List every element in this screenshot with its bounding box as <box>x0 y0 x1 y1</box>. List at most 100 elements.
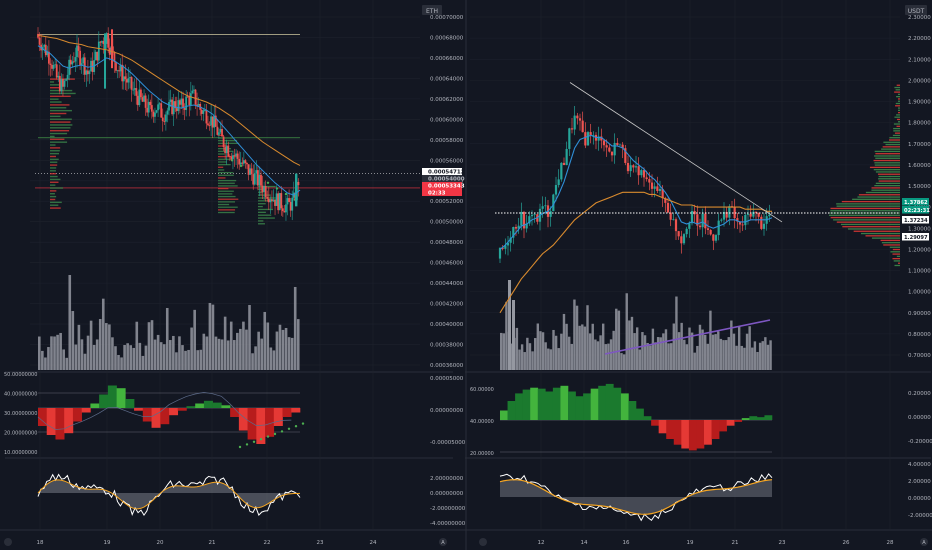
left-price-tag: 02:33 <box>422 189 462 197</box>
volume-bar <box>656 337 660 370</box>
profile-bar <box>896 255 900 258</box>
profile-bar <box>830 207 900 210</box>
candle-body <box>664 198 667 203</box>
profile-bar <box>50 161 58 163</box>
profile-bar <box>218 169 225 171</box>
left-osc1-left-tick: 40.00000000 <box>4 392 37 398</box>
profile-bar <box>50 141 68 143</box>
profile-bar <box>898 98 900 100</box>
price-tag-bg <box>902 216 929 224</box>
volume-bar <box>541 332 545 370</box>
candle-body <box>111 29 113 69</box>
profile-bar <box>258 185 276 188</box>
volume-bar <box>683 339 686 370</box>
divergence-dot <box>273 432 277 436</box>
volume-bar <box>659 337 662 370</box>
volume-bar <box>520 344 524 370</box>
histogram-bar <box>545 391 554 420</box>
left-price-tick: 0.00056000 <box>430 158 464 164</box>
right-osc2-tick: -2.00000 <box>908 513 932 519</box>
profile-bar <box>50 84 61 86</box>
candle-body <box>560 162 563 180</box>
candle-body <box>172 101 175 115</box>
right-price-tick: 2.20000 <box>908 36 931 42</box>
volume-bar <box>38 336 41 370</box>
divergence-dot <box>280 430 284 433</box>
right-auto-scale-button[interactable]: A <box>920 538 928 546</box>
candle-body <box>216 126 219 135</box>
left-chart-pane[interactable] <box>35 27 420 517</box>
profile-bar <box>218 182 235 184</box>
right-osc1-right-tick: 0.20000 <box>908 391 931 397</box>
profile-bar <box>50 147 61 149</box>
right-quote-badge[interactable]: USDT <box>905 5 927 15</box>
candle-body <box>525 223 528 229</box>
candle-body <box>82 57 85 64</box>
profile-bar <box>881 148 900 150</box>
histogram-bar <box>238 408 248 431</box>
profile-bar <box>865 191 900 194</box>
candle-body <box>554 185 558 195</box>
profile-bar <box>50 184 56 186</box>
volume-bar <box>547 348 550 370</box>
candle-body <box>589 132 592 136</box>
histogram-bar <box>38 408 48 426</box>
candle-body <box>672 219 675 221</box>
candle-body <box>179 100 181 105</box>
volume-bar <box>549 349 553 370</box>
trend-dot <box>275 187 279 190</box>
profile-bar <box>898 109 900 111</box>
candle-body <box>263 186 266 192</box>
volume-bar <box>92 344 96 370</box>
right-moving-averages <box>495 82 900 314</box>
candle-body <box>541 206 544 209</box>
candle-body <box>65 79 67 81</box>
volume-bar <box>617 310 621 370</box>
left-osc1-left-tick: 20.00000000 <box>4 431 37 437</box>
profile-bar <box>218 179 237 182</box>
right-timezone-badge[interactable] <box>479 538 487 546</box>
right-osc1-left-tick: 20.00000 <box>470 451 494 457</box>
volume-bar <box>607 343 610 370</box>
candle-body <box>97 41 100 61</box>
left-candles <box>37 27 300 221</box>
left-auto-scale-button[interactable]: A <box>439 538 447 546</box>
candle-body <box>214 115 217 127</box>
volume-bar <box>599 335 602 370</box>
histogram-bar <box>256 408 266 444</box>
left-timezone-badge[interactable] <box>4 538 12 546</box>
volume-bar <box>47 347 50 370</box>
candle-body <box>557 179 560 186</box>
right-osc1-right-tick: -0.20000 <box>908 439 932 445</box>
volume-bar <box>575 305 579 370</box>
profile-bar <box>878 175 900 178</box>
profile-bar <box>218 177 226 179</box>
candle-body <box>155 110 158 113</box>
candle-body <box>266 196 269 199</box>
volume-bar <box>761 341 764 370</box>
candle-body <box>650 182 654 189</box>
profile-bar <box>218 137 233 139</box>
candle-body <box>46 51 49 56</box>
left-quote-badge[interactable]: ETH <box>422 5 442 15</box>
right-chart-pane[interactable] <box>495 82 900 522</box>
histogram-bar <box>688 420 697 451</box>
candle-body <box>210 116 213 126</box>
candle-body <box>136 95 139 106</box>
volume-bar <box>732 333 736 370</box>
histogram-bar <box>681 420 690 449</box>
profile-bar <box>898 93 900 96</box>
volume-bar <box>565 323 568 370</box>
candle-body <box>562 162 566 166</box>
volume-bar <box>229 321 233 370</box>
left-moving-averages <box>37 34 301 196</box>
candle-body <box>712 234 715 241</box>
candle-body <box>288 198 290 203</box>
price-tag-bg <box>422 168 462 175</box>
volume-bar <box>50 336 53 370</box>
profile-bar <box>50 109 72 112</box>
volume-bar <box>630 316 634 370</box>
candle-body <box>51 64 53 69</box>
